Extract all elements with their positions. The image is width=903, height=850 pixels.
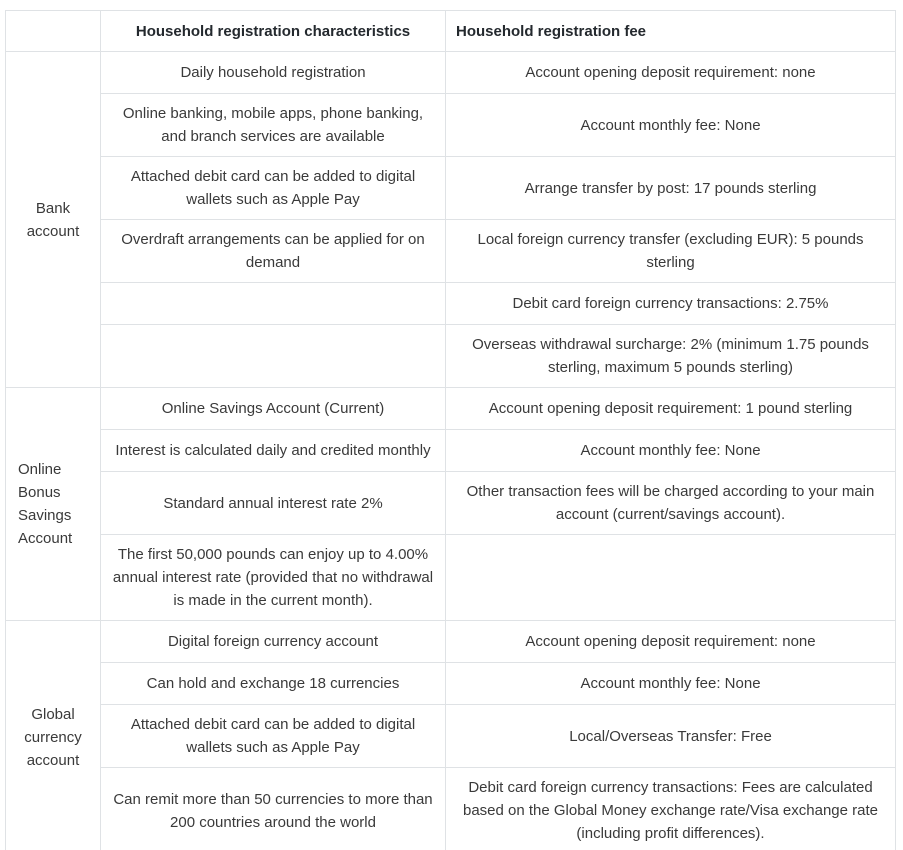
characteristic-cell: Can hold and exchange 18 currencies (100, 662, 446, 705)
table-row: Global currency account Digital foreign c… (5, 620, 896, 850)
table-row: Overdraft arrangements can be applied fo… (6, 219, 896, 283)
fee-cell: Account monthly fee: None (445, 662, 896, 705)
fee-cell: Other transaction fees will be charged a… (445, 471, 896, 535)
table-row: The first 50,000 pounds can enjoy up to … (6, 534, 896, 621)
fee-cell: Debit card foreign currency transactions… (445, 767, 896, 850)
fee-cell: Local foreign currency transfer (excludi… (445, 219, 896, 283)
characteristic-cell: The first 50,000 pounds can enjoy up to … (100, 534, 446, 621)
characteristics-column-header: Household registration characteristics (100, 10, 446, 52)
characteristic-cell: Attached debit card can be added to digi… (100, 704, 446, 768)
table-row: Online Bonus Savings Account Online Savin… (5, 387, 896, 621)
table-row: Attached debit card can be added to digi… (6, 156, 896, 220)
fee-cell: Overseas withdrawal surcharge: 2% (minim… (445, 324, 896, 388)
corner-cell (5, 10, 101, 52)
table-row: Online banking, mobile apps, phone banki… (6, 93, 896, 157)
table-row: Overseas withdrawal surcharge: 2% (minim… (6, 324, 896, 388)
fee-cell: Debit card foreign currency transactions… (445, 282, 896, 325)
account-type-cell: Global currency account (5, 620, 101, 850)
fee-cell: Account opening deposit requirement: non… (445, 620, 896, 663)
characteristic-cell: Attached debit card can be added to digi… (100, 156, 446, 220)
fee-column-header: Household registration fee (445, 10, 896, 52)
fee-cell: Arrange transfer by post: 17 pounds ster… (445, 156, 896, 220)
characteristic-cell: Interest is calculated daily and credite… (100, 429, 446, 472)
table-body: Bank account Daily household registration… (5, 51, 896, 850)
account-type-cell: Bank account (5, 51, 101, 388)
table-row: Can remit more than 50 currencies to mor… (6, 767, 896, 850)
table-row: Interest is calculated daily and credite… (6, 429, 896, 472)
table-row: Can hold and exchange 18 currencies Accou… (6, 662, 896, 705)
account-fees-table: Household registration characteristics H… (5, 10, 896, 850)
table-row: Standard annual interest rate 2% Other tr… (6, 471, 896, 535)
table-row: Attached debit card can be added to digi… (6, 704, 896, 768)
characteristic-cell (100, 324, 446, 388)
characteristic-cell: Digital foreign currency account (100, 620, 446, 663)
characteristic-cell: Online banking, mobile apps, phone banki… (100, 93, 446, 157)
characteristic-cell: Overdraft arrangements can be applied fo… (100, 219, 446, 283)
fee-cell: Account opening deposit requirement: 1 p… (445, 387, 896, 430)
characteristic-cell: Standard annual interest rate 2% (100, 471, 446, 535)
fee-cell: Local/Overseas Transfer: Free (445, 704, 896, 768)
characteristic-cell: Can remit more than 50 currencies to mor… (100, 767, 446, 850)
characteristic-cell: Daily household registration (100, 51, 446, 94)
table-row: Bank account Daily household registration… (5, 51, 896, 388)
table-row: Debit card foreign currency transactions… (6, 282, 896, 325)
fee-cell: Account monthly fee: None (445, 93, 896, 157)
characteristic-cell: Online Savings Account (Current) (100, 387, 446, 430)
fee-cell: Account monthly fee: None (445, 429, 896, 472)
account-type-cell: Online Bonus Savings Account (5, 387, 101, 621)
header-row: Household registration characteristics H… (5, 10, 896, 52)
fee-cell (445, 534, 896, 621)
characteristic-cell (100, 282, 446, 325)
fee-cell: Account opening deposit requirement: non… (445, 51, 896, 94)
